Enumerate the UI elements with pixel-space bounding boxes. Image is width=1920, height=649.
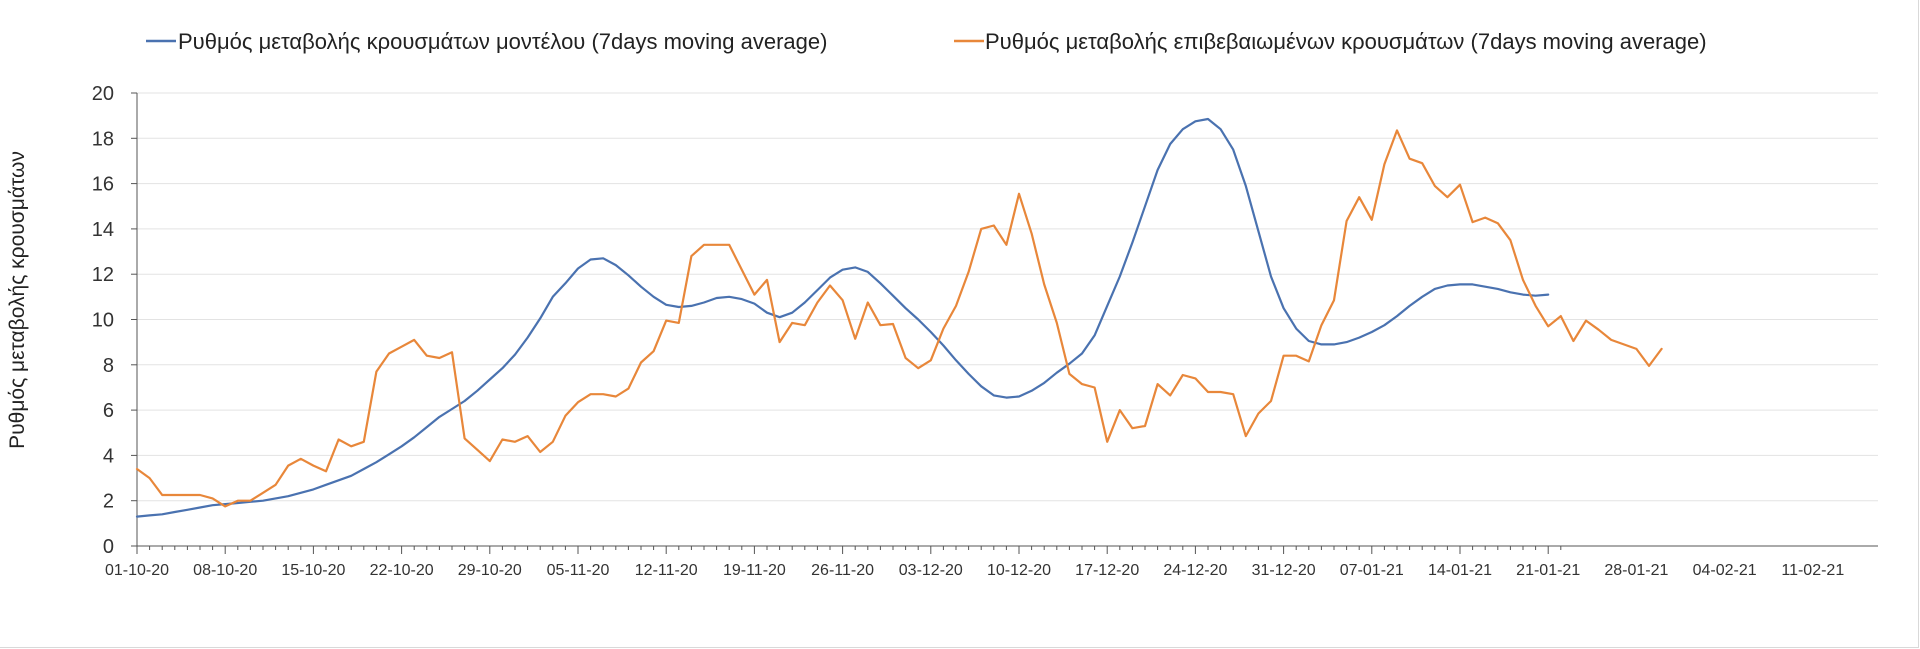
y-tick-labels: 0 2 4 6 8 10 12 14 16 18 20	[92, 83, 137, 558]
x-tick-label: 17-12-20	[1075, 562, 1139, 579]
series-lines	[135, 117, 1663, 518]
x-tick-label: 03-12-20	[899, 562, 963, 579]
y-tick-label: 18	[92, 128, 114, 150]
x-tick-label: 24-12-20	[1163, 562, 1227, 579]
x-tick-label: 08-10-20	[193, 562, 257, 579]
x-tick-label: 21-01-21	[1516, 562, 1580, 579]
y-axis-label: Ρυθμός μεταβολής κρουσμάτων	[6, 151, 29, 449]
series-line-confirmed	[135, 129, 1663, 508]
y-tick-label: 14	[92, 219, 114, 241]
x-tick-label: 19-11-20	[723, 562, 786, 579]
legend: Ρυθμός μεταβολής κρουσμάτων μοντέλου (7d…	[146, 29, 1707, 54]
y-tick-label: 4	[103, 445, 114, 467]
grid-lines	[137, 92, 1878, 502]
axes	[136, 93, 1878, 554]
x-tick-labels: 01-10-20 08-10-20 15-10-20 22-10-20 29-10-20…	[105, 562, 1844, 579]
y-tick-label: 10	[92, 310, 114, 332]
x-tick-label: 05-11-20	[547, 562, 610, 579]
x-tick-label: 31-12-20	[1252, 562, 1316, 579]
y-tick-label: 12	[92, 264, 114, 286]
x-tick-label: 07-01-21	[1340, 562, 1404, 579]
legend-label-confirmed: Ρυθμός μεταβολής επιβεβαιωμένων κρουσμάτ…	[985, 29, 1707, 54]
x-tick-label: 01-10-20	[105, 562, 169, 579]
x-tick-label: 29-10-20	[458, 562, 522, 579]
x-tick-label: 22-10-20	[370, 562, 434, 579]
y-tick-label: 8	[103, 355, 114, 377]
x-tick-label: 28-01-21	[1604, 562, 1668, 579]
x-tick-label: 04-02-21	[1693, 562, 1757, 579]
x-tick-label: 11-02-21	[1781, 562, 1844, 579]
y-tick-label: 0	[103, 536, 114, 558]
x-tick-label: 10-12-20	[987, 562, 1051, 579]
series-line-model	[135, 117, 1550, 518]
y-tick-label: 16	[92, 174, 114, 196]
y-tick-label: 20	[92, 83, 114, 105]
x-tick-label: 15-10-20	[281, 562, 345, 579]
x-tick-label: 12-11-20	[635, 562, 698, 579]
x-tick-label: 26-11-20	[811, 562, 874, 579]
x-tick-label: 14-01-21	[1428, 562, 1492, 579]
y-tick-label: 6	[103, 400, 114, 422]
y-tick-label: 2	[103, 491, 114, 513]
legend-label-model: Ρυθμός μεταβολής κρουσμάτων μοντέλου (7d…	[178, 29, 827, 54]
